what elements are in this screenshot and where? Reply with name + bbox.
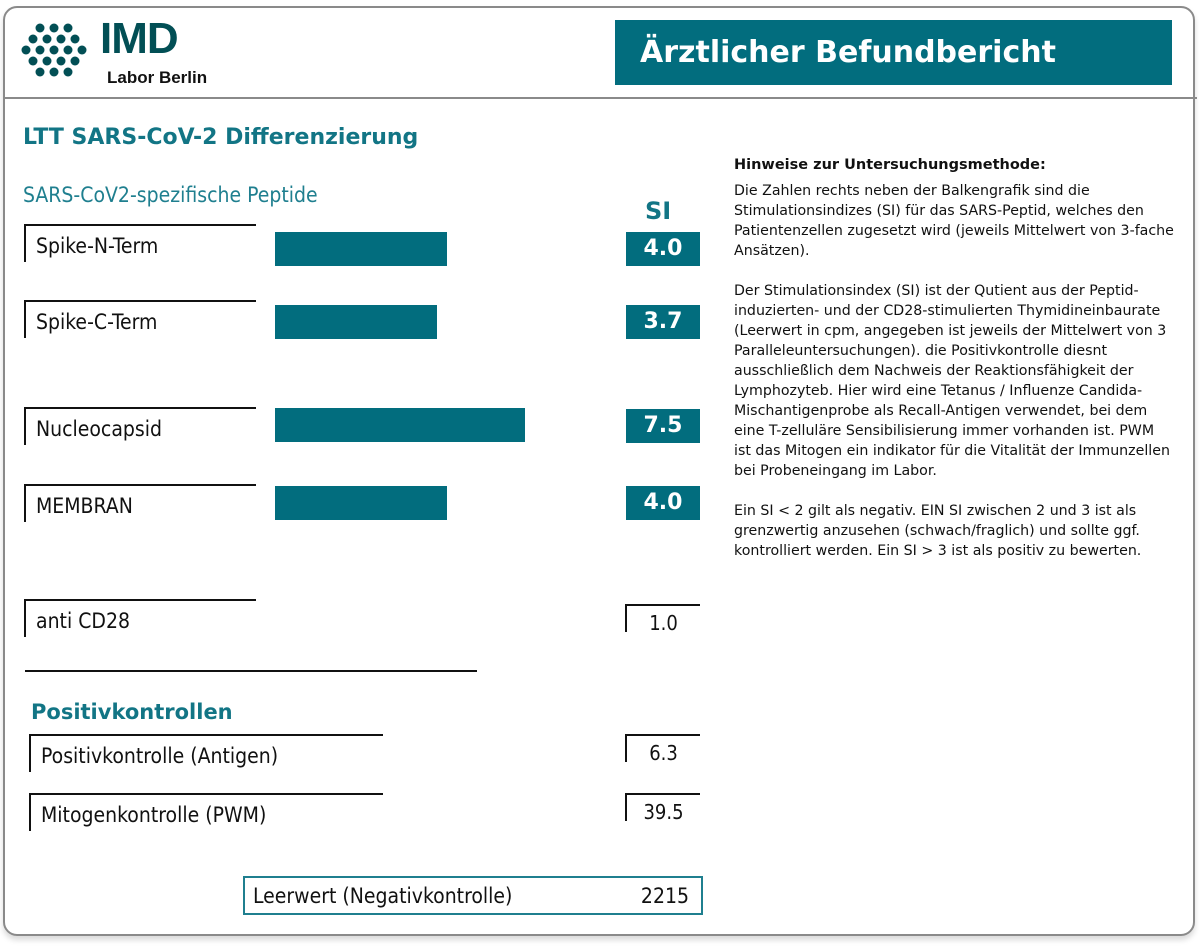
- positive-control-value: 39.5: [625, 793, 700, 824]
- positive-control-value: 6.3: [625, 734, 700, 765]
- si-value: 3.7: [626, 305, 700, 339]
- si-value: 7.5: [626, 409, 700, 443]
- peptide-label: Spike-C-Term: [24, 300, 256, 338]
- method-notes: Hinweise zur Untersuchungsmethode: Die Z…: [734, 155, 1174, 581]
- logo-dots-icon: [21, 23, 87, 77]
- section-divider: [25, 670, 477, 672]
- imd-logo: IMD Labor Berlin: [20, 14, 207, 87]
- si-column-header: SI: [645, 197, 672, 225]
- si-bar: [275, 408, 525, 442]
- page-title: LTT SARS-CoV-2 Differenzierung: [23, 125, 419, 150]
- report-card: [3, 6, 1195, 936]
- header-divider: [3, 97, 1197, 99]
- control-label: anti CD28: [24, 599, 256, 637]
- positive-control-label: Positivkontrolle (Antigen): [29, 734, 383, 772]
- peptide-label: Spike-N-Term: [24, 224, 256, 262]
- report-title-banner: Ärztlicher Befundbericht: [615, 20, 1172, 85]
- logo-subtext: Labor Berlin: [107, 68, 208, 87]
- si-bar: [275, 305, 438, 339]
- control-value: 1.0: [625, 604, 700, 635]
- peptide-label: MEMBRAN: [24, 484, 256, 522]
- section-subtitle: SARS-CoV2-spezifische Peptide: [23, 183, 318, 207]
- notes-paragraph: Ein SI < 2 gilt als negativ. EIN SI zwis…: [734, 503, 1142, 559]
- si-bar: [275, 232, 447, 266]
- si-value: 4.0: [626, 232, 700, 266]
- blank-value: 2215: [640, 884, 689, 908]
- notes-paragraph: Die Zahlen rechts neben der Balkengrafik…: [734, 183, 1174, 259]
- si-bar: [275, 486, 447, 520]
- notes-heading: Hinweise zur Untersuchungsmethode:: [734, 157, 1046, 173]
- logo-text: IMD: [100, 14, 179, 63]
- blank-value-box: Leerwert (Negativkontrolle) 2215: [243, 876, 703, 915]
- positive-controls-title: Positivkontrollen: [31, 700, 233, 724]
- peptide-label: Nucleocapsid: [24, 407, 256, 445]
- blank-label: Leerwert (Negativkontrolle): [253, 884, 513, 908]
- positive-control-label: Mitogenkontrolle (PWM): [29, 793, 383, 831]
- notes-paragraph: Der Stimulationsindex (SI) ist der Qutie…: [734, 283, 1170, 479]
- si-value: 4.0: [626, 486, 700, 520]
